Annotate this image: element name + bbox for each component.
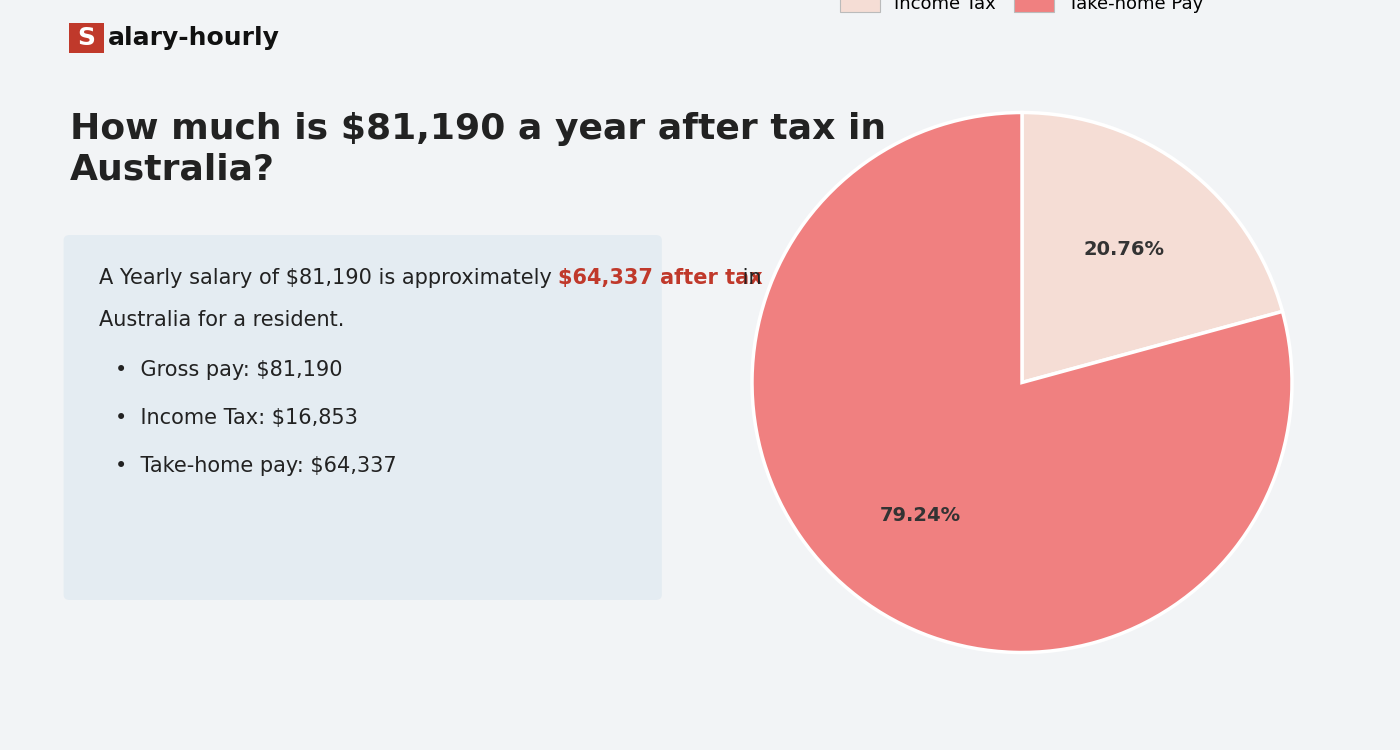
FancyBboxPatch shape (69, 23, 105, 53)
Text: S: S (77, 26, 95, 50)
Text: $64,337 after tax: $64,337 after tax (559, 268, 763, 288)
Text: Australia for a resident.: Australia for a resident. (99, 310, 344, 330)
Wedge shape (1022, 112, 1282, 382)
Text: •  Gross pay: $81,190: • Gross pay: $81,190 (115, 360, 342, 380)
Text: in: in (736, 268, 762, 288)
FancyBboxPatch shape (63, 235, 662, 600)
Text: A Yearly salary of $81,190 is approximately: A Yearly salary of $81,190 is approximat… (99, 268, 559, 288)
Wedge shape (752, 112, 1292, 652)
Legend: Income Tax, Take-home Pay: Income Tax, Take-home Pay (833, 0, 1211, 20)
Text: 20.76%: 20.76% (1084, 240, 1165, 259)
Text: Australia?: Australia? (70, 152, 274, 186)
Text: •  Take-home pay: $64,337: • Take-home pay: $64,337 (115, 456, 396, 476)
Text: How much is $81,190 a year after tax in: How much is $81,190 a year after tax in (70, 112, 886, 146)
Text: 79.24%: 79.24% (879, 506, 960, 525)
Text: •  Income Tax: $16,853: • Income Tax: $16,853 (115, 408, 357, 428)
Text: alary-hourly: alary-hourly (108, 26, 280, 50)
